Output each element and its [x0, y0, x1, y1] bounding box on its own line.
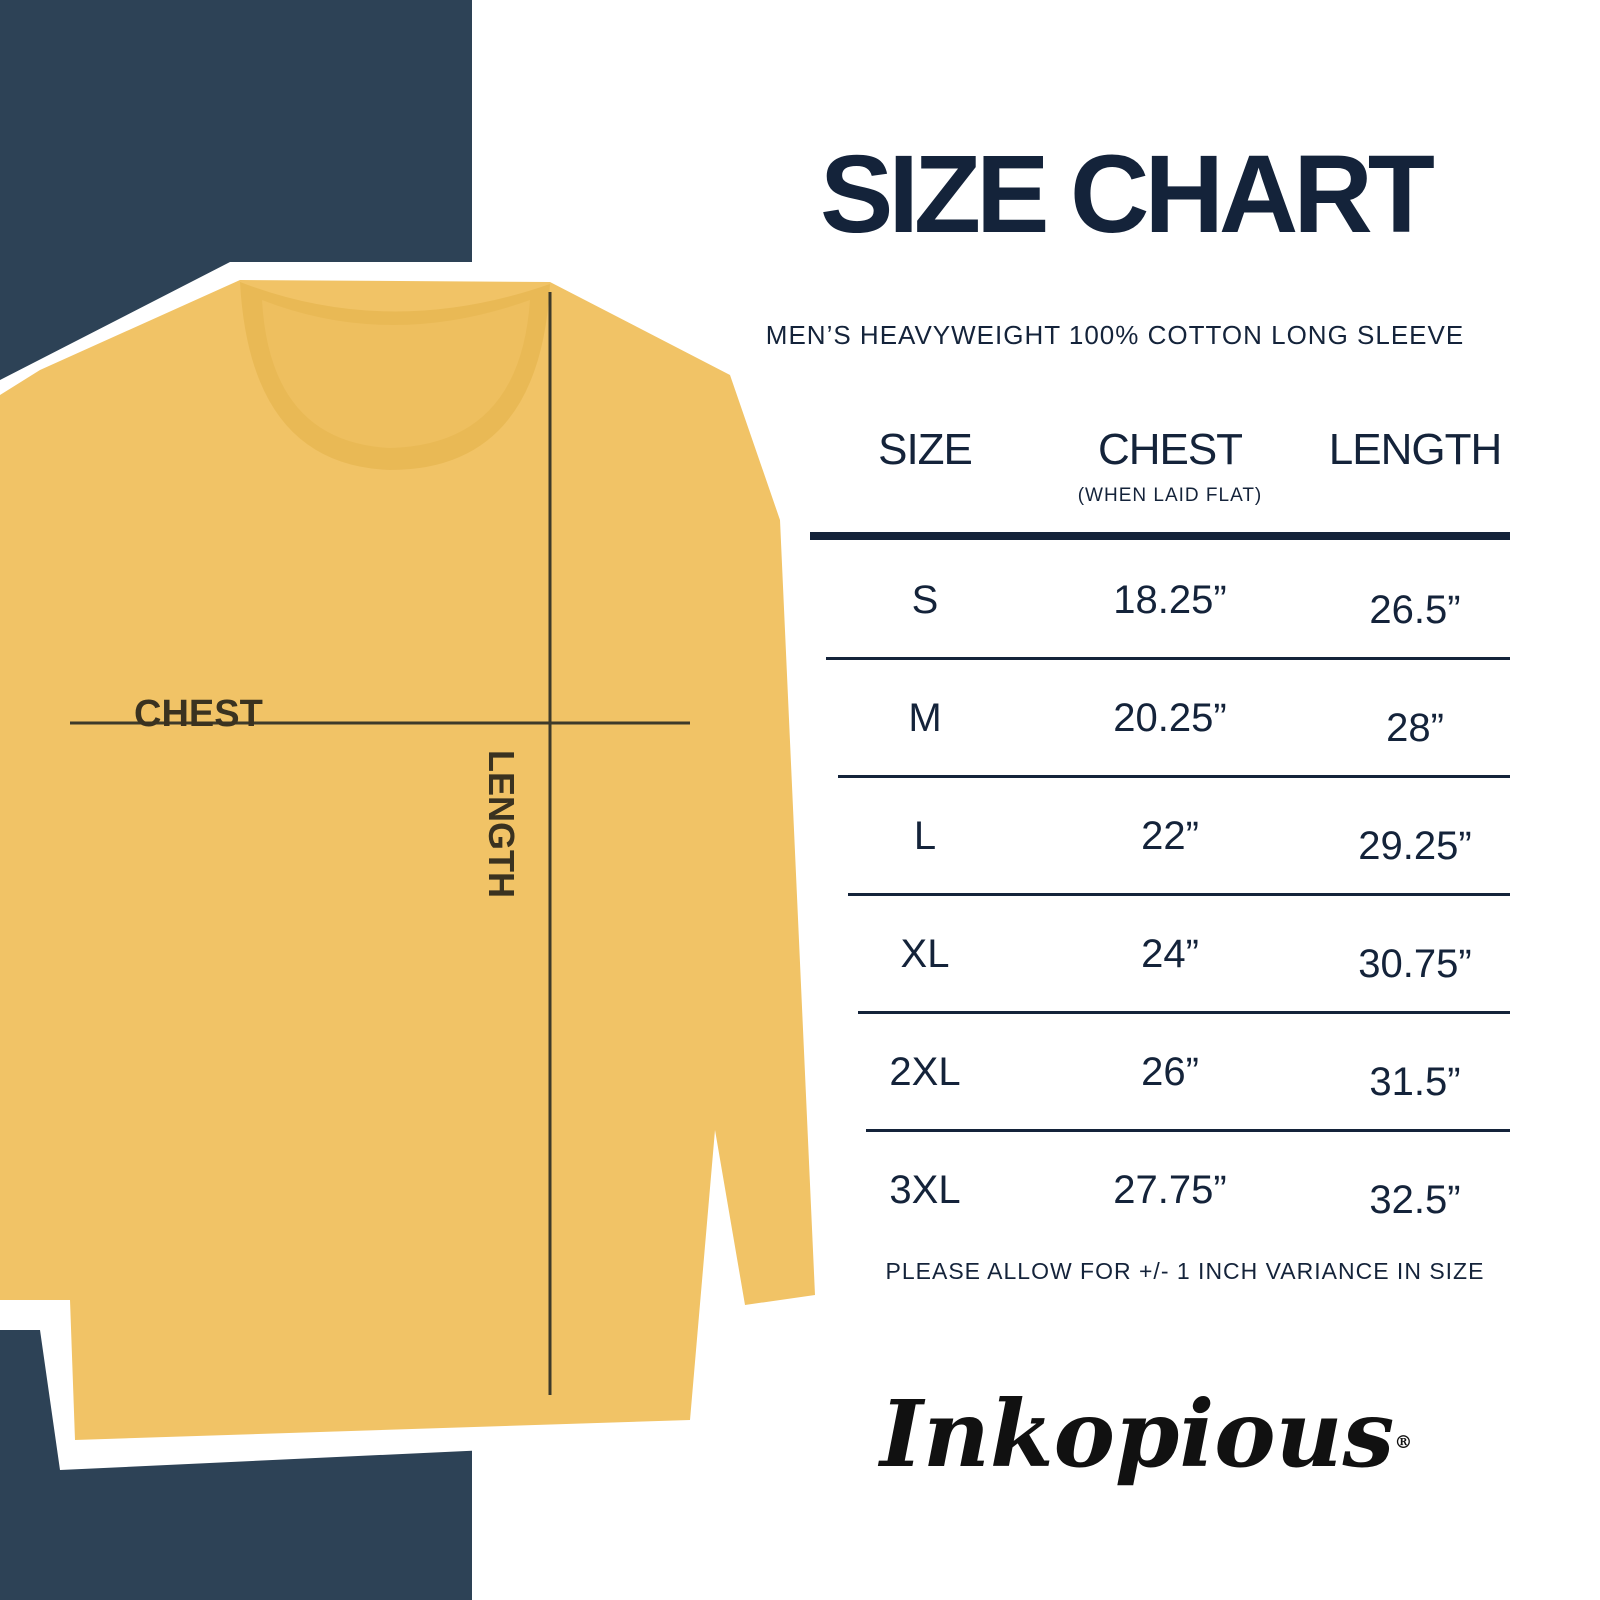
- registered-mark: ®: [1394, 1431, 1413, 1453]
- table-row: XL 24” 30.75”: [800, 899, 1560, 1017]
- cell-chest: 22”: [1141, 814, 1199, 858]
- shirt-collar-inner: [262, 300, 530, 448]
- cell-size: M: [908, 696, 942, 740]
- cell-length: 29.25”: [1358, 824, 1472, 868]
- table-row: S 18.25” 26.5”: [800, 545, 1560, 663]
- chest-label: CHEST: [134, 693, 263, 735]
- cell-length: 32.5”: [1369, 1178, 1461, 1222]
- cell-size: 3XL: [889, 1168, 961, 1212]
- table-row: L 22” 29.25”: [800, 781, 1560, 899]
- cell-size: L: [913, 814, 937, 858]
- cell-size: XL: [900, 932, 950, 976]
- header-chest-note: (WHEN LAID FLAT): [1077, 485, 1263, 506]
- row-divider: [866, 1129, 1510, 1132]
- header-length: LENGTH: [1328, 425, 1502, 474]
- long-sleeve-shirt-image: [0, 262, 840, 1470]
- subtitle: MEN’S HEAVYWEIGHT 100% COTTON LONG SLEEV…: [765, 320, 1465, 350]
- table-row: 3XL 27.75” 32.5”: [800, 1135, 1560, 1253]
- inkopious-logo: Inkopious®: [880, 1380, 1412, 1488]
- row-divider: [848, 893, 1510, 896]
- table-row: 2XL 26” 31.5”: [800, 1017, 1560, 1135]
- row-divider: [838, 775, 1510, 778]
- row-divider: [826, 657, 1510, 660]
- cell-length: 31.5”: [1369, 1060, 1461, 1104]
- cell-chest: 26”: [1141, 1050, 1199, 1094]
- cell-size: S: [911, 578, 939, 622]
- row-divider: [858, 1011, 1510, 1014]
- page-title: SIZE CHART: [820, 133, 1435, 256]
- shirt-body: [0, 280, 815, 1440]
- logo-text: Inkopious: [880, 1380, 1395, 1488]
- cell-length: 26.5”: [1369, 588, 1461, 632]
- cell-length: 28”: [1386, 706, 1444, 750]
- cell-chest: 27.75”: [1113, 1168, 1227, 1212]
- header-chest: CHEST: [1097, 425, 1243, 474]
- length-label: LENGTH: [481, 750, 522, 898]
- cell-chest: 20.25”: [1113, 696, 1227, 740]
- header-size: SIZE: [878, 425, 973, 474]
- variance-note: PLEASE ALLOW FOR +/- 1 INCH VARIANCE IN …: [885, 1258, 1485, 1284]
- cell-size: 2XL: [889, 1050, 961, 1094]
- table-row: M 20.25” 28”: [800, 663, 1560, 781]
- cell-length: 30.75”: [1358, 942, 1472, 986]
- cell-chest: 24”: [1141, 932, 1199, 976]
- header-divider: [810, 532, 1510, 540]
- cell-chest: 18.25”: [1113, 578, 1227, 622]
